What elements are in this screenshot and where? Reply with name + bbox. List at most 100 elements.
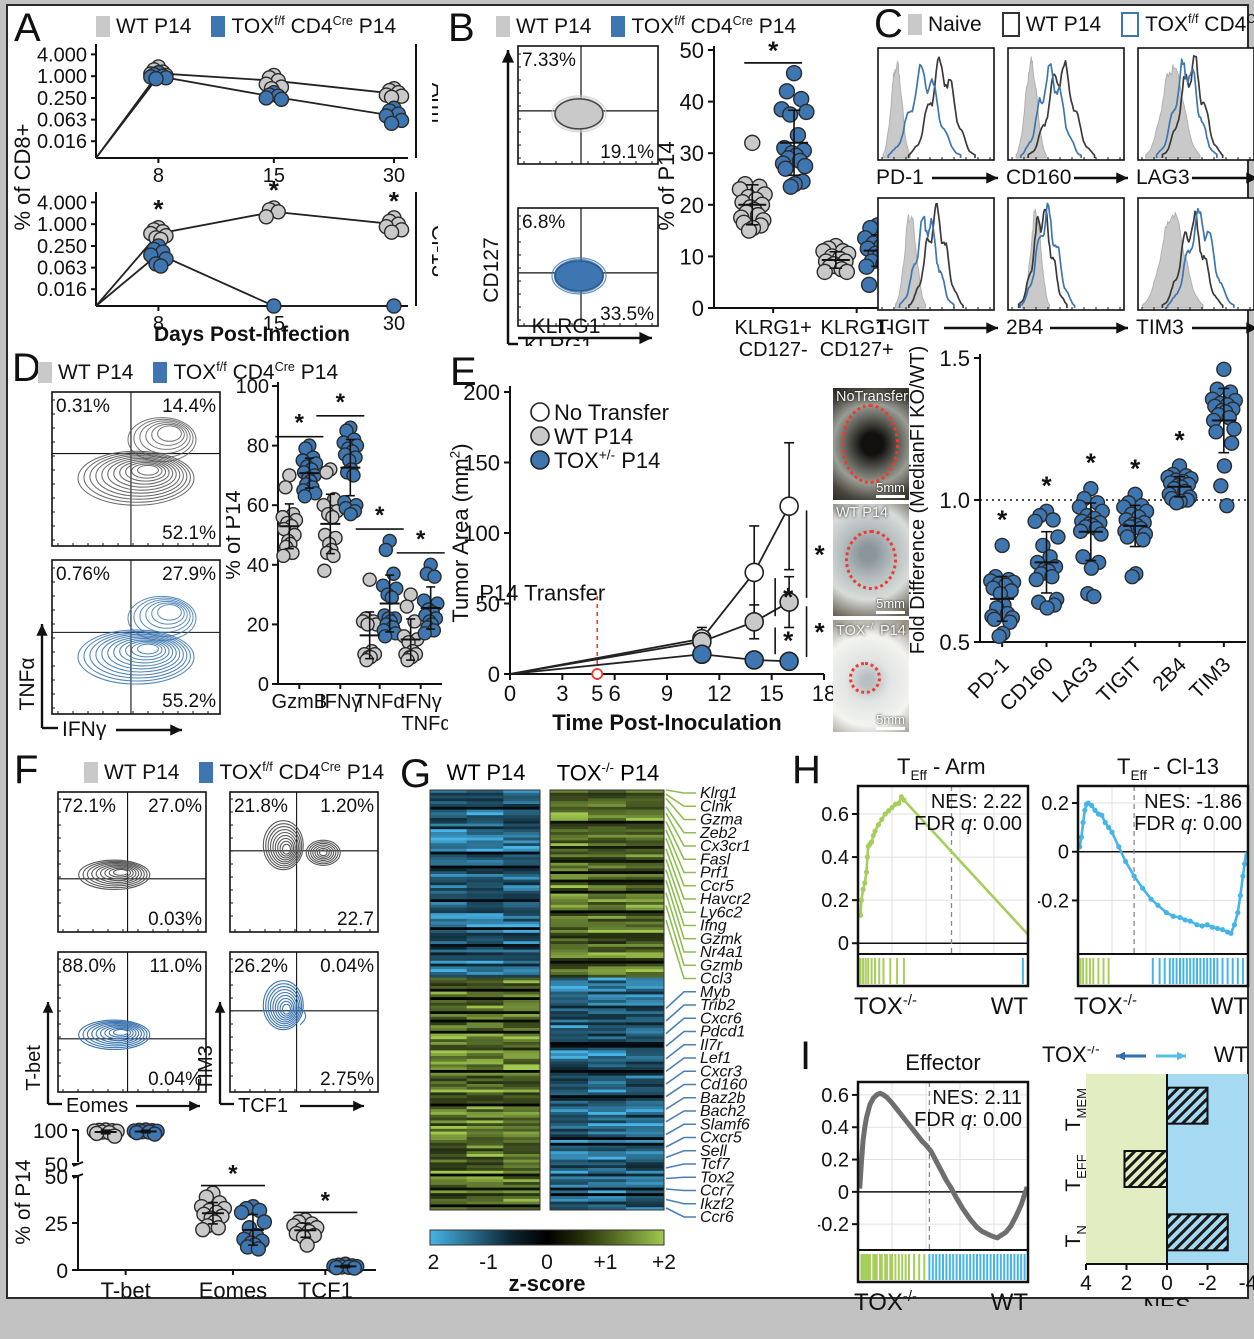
panel-f-legend: WT P14 TOXf/f CD4Cre P14 [84, 760, 384, 785]
histogram-CD160: CD160 [1006, 47, 1128, 189]
svg-text:15: 15 [263, 313, 285, 335]
nes-bar [1123, 1150, 1168, 1188]
svg-text:CD127+: CD127+ [820, 339, 894, 361]
panel-f-flow-svg: 72.1% 27.0% 0.03% 21.8% 1.20% 22.7 88.0% 11.0% 0… [23, 791, 379, 1117]
svg-text:TIM3: TIM3 [195, 1045, 217, 1091]
svg-text:*: * [1219, 342, 1230, 355]
tox-swatch [153, 362, 168, 383]
svg-text:30: 30 [383, 313, 405, 335]
svg-text:0.250: 0.250 [37, 236, 87, 258]
svg-text:TIM3: TIM3 [1136, 316, 1184, 339]
svg-text:0.04%: 0.04% [148, 1069, 202, 1090]
svg-text:*: * [1086, 448, 1097, 478]
svg-text:0.2: 0.2 [821, 1150, 849, 1172]
svg-text:Ccr7: Ccr7 [700, 1183, 735, 1200]
svg-text:+1: +1 [594, 1251, 618, 1274]
tox-legend-label: TOXf/f CD4Cre P14 [1145, 12, 1254, 36]
svg-text:72.1%: 72.1% [62, 796, 116, 817]
panel-b-legend: WT P14 TOXf/f CD4Cre P14 [496, 14, 796, 39]
svg-text:27.9%: 27.9% [162, 564, 216, 585]
svg-text:P14 Transfer: P14 Transfer [479, 581, 605, 606]
photo-wt-p14: WT P14 5mm [833, 504, 909, 616]
svg-text:0.6: 0.6 [821, 804, 849, 826]
svg-text:100: 100 [236, 376, 269, 398]
svg-text:-0.2: -0.2 [818, 1214, 849, 1236]
svg-text:0.2: 0.2 [821, 890, 849, 912]
svg-text:FDR q: 0.00: FDR q: 0.00 [914, 1109, 1022, 1131]
svg-text:30: 30 [383, 165, 405, 187]
svg-text:-4: -4 [1239, 1272, 1254, 1295]
svg-text:Nr4a1: Nr4a1 [700, 944, 744, 961]
svg-text:0: 0 [1058, 842, 1069, 864]
svg-text:Eomes: Eomes [66, 1095, 128, 1117]
svg-text:0.2: 0.2 [1041, 793, 1069, 815]
flow-plot-f1: 21.8% 1.20% 22.7 [229, 791, 379, 933]
svg-text:0.016: 0.016 [37, 131, 87, 153]
svg-text:0: 0 [488, 662, 500, 687]
svg-text:6: 6 [609, 681, 621, 706]
svg-text:-1: -1 [479, 1251, 498, 1274]
svg-text:2: 2 [1121, 1272, 1133, 1295]
photo-label: WT P14 [836, 505, 889, 521]
panel-d-flow-svg: 0.31% 14.4% 52.1% 0.76% 27.9% 55.2% TNFα IFNγ [16, 391, 221, 741]
svg-text:LAG3: LAG3 [1136, 166, 1190, 189]
svg-text:TOX-/-: TOX-/- [854, 993, 917, 1020]
series-line [509, 653, 790, 675]
panel-b-scatter-svg: 0 10 20 30 40 50 * KLRG1+CD127- KLRG1-CD127+ % of… [654, 35, 899, 361]
svg-text:55.2%: 55.2% [162, 691, 216, 712]
svg-text:0: 0 [838, 1182, 849, 1204]
svg-text:8: 8 [153, 165, 164, 187]
svg-text:20: 20 [680, 193, 704, 218]
svg-text:100: 100 [33, 1122, 68, 1143]
svg-text:Lef1: Lef1 [700, 1050, 731, 1067]
svg-text:22.7: 22.7 [337, 909, 374, 930]
svg-text:30: 30 [680, 141, 704, 166]
svg-text:8: 8 [153, 313, 164, 335]
wt-swatch [96, 16, 110, 37]
tox-legend-label: TOXf/f CD4Cre P14 [231, 14, 397, 38]
svg-text:Tumor Area (mm2): Tumor Area (mm2) [448, 443, 473, 622]
wt-legend-label: WT P14 [516, 14, 592, 38]
panel-d-label: D [12, 346, 41, 390]
series-line [509, 505, 790, 675]
nes-bar [1166, 1086, 1209, 1125]
svg-text:TNFα: TNFα [401, 713, 448, 735]
tox-swatch [199, 762, 214, 783]
mean-line [95, 252, 394, 307]
svg-text:11.0%: 11.0% [150, 956, 203, 977]
svg-text:Ccl3: Ccl3 [700, 971, 732, 988]
histogram-TIGIT: TIGIT [876, 197, 998, 339]
panel-h-label: H [792, 748, 821, 792]
svg-text:5: 5 [591, 681, 603, 706]
points-wt [378, 210, 410, 240]
svg-text:Klrg1: Klrg1 [700, 785, 737, 802]
photo-label: TOX+/- P14 [836, 621, 906, 639]
svg-text:*: * [153, 194, 164, 224]
svg-text:*: * [416, 526, 426, 553]
svg-text:Gzmk: Gzmk [700, 931, 743, 948]
svg-text:2B4: 2B4 [1148, 653, 1191, 696]
panel-c-fold-svg: 0.51.01.5*PD-1*CD160*LAG3*TIGIT*2B4*TIM3… [907, 325, 1246, 716]
svg-text:15: 15 [263, 165, 285, 187]
svg-text:z-score: z-score [508, 1271, 585, 1296]
flow-plot-f0: 72.1% 27.0% 0.03% [57, 791, 207, 933]
svg-text:PD-1: PD-1 [876, 166, 924, 189]
svg-text:*: * [295, 410, 305, 437]
svg-text:50: 50 [680, 38, 704, 63]
svg-text:0.063: 0.063 [37, 110, 87, 132]
svg-text:1.000: 1.000 [37, 66, 87, 88]
scale-bar: 5mm [876, 712, 905, 730]
svg-text:2B4: 2B4 [1006, 316, 1044, 339]
svg-text:NES: 2.11: NES: 2.11 [932, 1087, 1022, 1109]
panel-i-label: I [800, 1034, 812, 1078]
points-tox [143, 238, 174, 274]
points-tox [143, 64, 174, 87]
svg-text:KLRG1+: KLRG1+ [735, 317, 812, 339]
svg-text:*: * [269, 175, 280, 205]
svg-text:Eomes: Eomes [199, 1278, 267, 1302]
svg-text:Gzma: Gzma [700, 812, 743, 829]
tumor-outline [841, 404, 899, 484]
panel-c-fold-difference: 0.51.01.5*PD-1*CD160*LAG3*TIGIT*2B4*TIM3… [902, 325, 1254, 747]
